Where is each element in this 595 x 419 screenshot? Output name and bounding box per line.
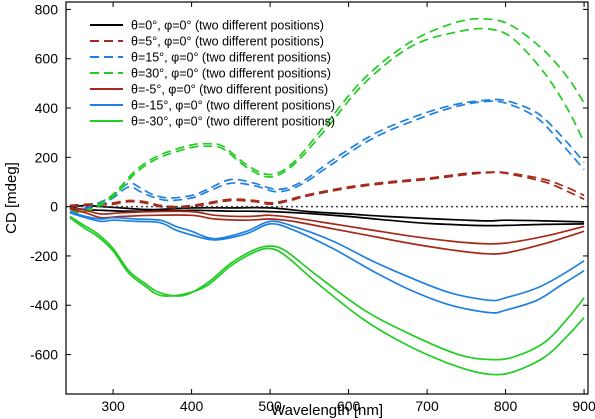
series-0-curve-1 — [69, 204, 585, 223]
legend-label-6: θ=-30°, φ=0° (two different positions) — [131, 115, 335, 129]
y-tick-label-6: 600 — [35, 51, 59, 67]
legend-label-0: θ=0°, φ=0° (two different positions) — [131, 19, 324, 33]
x-tick-label-0: 300 — [101, 398, 125, 414]
y-tick-label-0: -600 — [30, 347, 58, 363]
legend-label-5: θ=-15°, φ=0° (two different positions) — [131, 99, 335, 113]
y-tick-label-1: -400 — [30, 297, 58, 313]
series-6-curve-1 — [69, 217, 585, 376]
x-tick-label-4: 700 — [415, 398, 439, 414]
series-5-curve-0 — [69, 210, 585, 302]
legend-label-3: θ=30°, φ=0° (two different positions) — [131, 67, 331, 81]
series-3-curve-0 — [69, 17, 585, 213]
x-tick-label-3: 600 — [337, 398, 361, 414]
y-tick-label-4: 200 — [35, 149, 59, 165]
series-1-curve-0 — [69, 171, 585, 208]
legend-label-4: θ=-5°, φ=0° (two different positions) — [131, 83, 328, 97]
legend: θ=0°, φ=0° (two different positions) θ=5°… — [90, 19, 335, 129]
x-tick-label-2: 500 — [258, 398, 282, 414]
series-3-curve-1 — [69, 27, 585, 214]
series-0-curve-0 — [69, 207, 585, 227]
ticks-layer: 300 400 500 600 700 800 900 -600 -400 -200 0 200 400… — [30, 1, 595, 414]
series-1-curve-1 — [69, 171, 585, 209]
series-2-curve-1 — [69, 100, 585, 210]
series-6-curve-0 — [69, 215, 585, 361]
legend-label-2: θ=15°, φ=0° (two different positions) — [131, 51, 331, 65]
x-tick-label-6: 900 — [572, 398, 595, 414]
series-layer — [69, 17, 585, 376]
series-5-curve-1 — [69, 211, 585, 314]
series-4-curve-0 — [69, 207, 585, 245]
y-tick-label-3: 0 — [50, 199, 58, 215]
x-tick-label-1: 400 — [180, 398, 204, 414]
x-tick-label-5: 800 — [494, 398, 518, 414]
legend-label-1: θ=5°, φ=0° (two different positions) — [131, 35, 324, 49]
x-axis-label: Wavelength [nm] — [271, 402, 383, 419]
y-tick-label-2: -200 — [30, 248, 58, 264]
y-axis-label: CD [mdeg] — [3, 162, 20, 234]
y-tick-label-7: 800 — [35, 1, 59, 17]
plot-frame — [65, 1, 589, 395]
y-tick-label-5: 400 — [35, 100, 59, 116]
series-4-curve-1 — [69, 208, 585, 255]
